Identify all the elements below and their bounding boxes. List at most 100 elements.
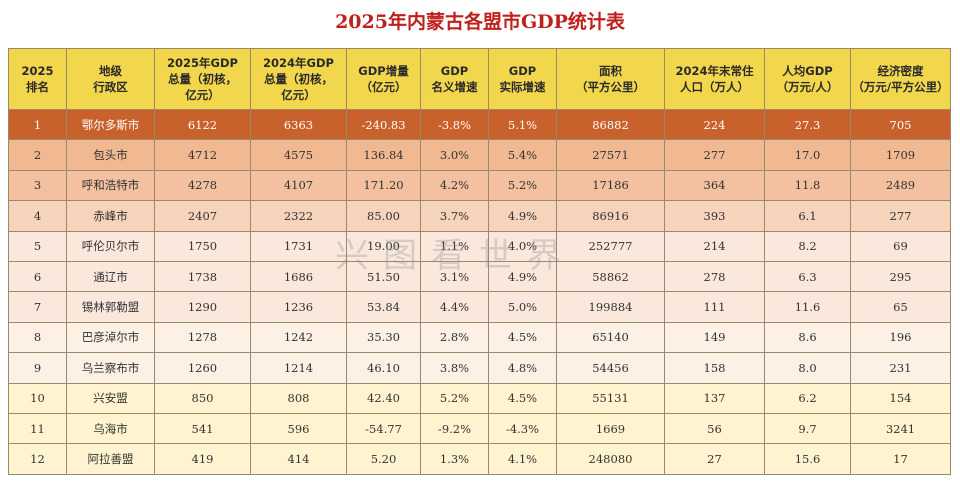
table-cell: 136.84 — [346, 139, 421, 171]
table-cell: 1750 — [154, 230, 251, 262]
table-cell: 1236 — [250, 291, 347, 323]
table-cell: 419 — [154, 443, 251, 475]
region-name-cell: 巴彦淖尔市 — [66, 321, 155, 354]
table-cell: 46.10 — [346, 352, 421, 384]
table-cell: 9 — [8, 352, 67, 384]
table-cell: 6.2 — [764, 382, 851, 414]
column-header: 2025 排名 — [8, 48, 67, 110]
table-cell: -240.83 — [346, 108, 421, 141]
table-cell: 1738 — [154, 260, 251, 293]
table-cell: 1290 — [154, 291, 251, 323]
column-header: GDP 名义增速 — [420, 48, 489, 110]
table-cell: 231 — [850, 352, 951, 384]
table-row: 12 阿拉善盟 419 414 5.20 1.3% 4.1% 248080 27 15.6 17 — [8, 443, 951, 475]
table-cell: 5.1% — [488, 108, 557, 141]
table-cell: 6 — [8, 260, 67, 293]
table-cell: 51.50 — [346, 260, 421, 293]
table-cell: -54.77 — [346, 412, 421, 445]
table-cell: 5 — [8, 230, 67, 262]
table-cell: 10 — [8, 382, 67, 414]
region-name-cell: 锡林郭勒盟 — [66, 291, 155, 323]
table-cell: 58862 — [556, 260, 665, 293]
table-cell: 86882 — [556, 108, 665, 141]
region-name-cell: 乌兰察布市 — [66, 352, 155, 384]
table-cell: 199884 — [556, 291, 665, 323]
table-cell: 1669 — [556, 412, 665, 445]
table-cell: 3.1% — [420, 260, 489, 293]
table-cell: 4.2% — [420, 169, 489, 202]
table-cell: 86916 — [556, 200, 665, 232]
column-header: 面积 （平方公里） — [556, 48, 665, 110]
table-row: 10 兴安盟 850 808 42.40 5.2% 4.5% 55131 137 6.2 154 — [8, 382, 951, 414]
region-name-cell: 兴安盟 — [66, 382, 155, 414]
table-cell: 6.1 — [764, 200, 851, 232]
table-row: 3 呼和浩特市 4278 4107 171.20 4.2% 5.2% 17186 364 11.8… — [8, 169, 951, 202]
table-cell: 278 — [664, 260, 765, 293]
table-cell: 196 — [850, 321, 951, 354]
table-cell: 6363 — [250, 108, 347, 141]
table-cell: 5.20 — [346, 443, 421, 475]
table-row: 9 乌兰察布市 1260 1214 46.10 3.8% 4.8% 54456 158 8.0 23… — [8, 352, 951, 384]
table-cell: 596 — [250, 412, 347, 445]
table-cell: 4.0% — [488, 230, 557, 262]
table-cell: 364 — [664, 169, 765, 202]
region-name-cell: 乌海市 — [66, 412, 155, 445]
table-cell: 4 — [8, 200, 67, 232]
table-cell: 171.20 — [346, 169, 421, 202]
table-cell: 4.9% — [488, 200, 557, 232]
table-cell: 158 — [664, 352, 765, 384]
table-cell: 11.8 — [764, 169, 851, 202]
table-cell: 4.8% — [488, 352, 557, 384]
table-cell: 5.4% — [488, 139, 557, 171]
table-cell: 137 — [664, 382, 765, 414]
table-row: 11 乌海市 541 596 -54.77 -9.2% -4.3% 1669 56 9.7 3241 — [8, 412, 951, 445]
table-cell: 248080 — [556, 443, 665, 475]
table-cell: 4575 — [250, 139, 347, 171]
page-title: 2025年内蒙古各盟市GDP统计表 — [335, 11, 625, 33]
table-cell: 214 — [664, 230, 765, 262]
table-cell: 252777 — [556, 230, 665, 262]
table-cell: 1.3% — [420, 443, 489, 475]
table-cell: 295 — [850, 260, 951, 293]
region-name-cell: 呼和浩特市 — [66, 169, 155, 202]
table-row: 4 赤峰市 2407 2322 85.00 3.7% 4.9% 86916 393 6.1 277 — [8, 200, 951, 232]
table-cell: 2407 — [154, 200, 251, 232]
table-cell: 3.0% — [420, 139, 489, 171]
table-cell: -9.2% — [420, 412, 489, 445]
region-name-cell: 通辽市 — [66, 260, 155, 293]
table-cell: 17.0 — [764, 139, 851, 171]
region-name-cell: 鄂尔多斯市 — [66, 108, 155, 141]
table-cell: 8.2 — [764, 230, 851, 262]
table-cell: 4278 — [154, 169, 251, 202]
table-cell: 1214 — [250, 352, 347, 384]
table-cell: 56 — [664, 412, 765, 445]
table-cell: 149 — [664, 321, 765, 354]
table-cell: 5.2% — [488, 169, 557, 202]
table-cell: -4.3% — [488, 412, 557, 445]
table-cell: 27.3 — [764, 108, 851, 141]
table-cell: 4712 — [154, 139, 251, 171]
table-cell: 12 — [8, 443, 67, 475]
table-cell: 6.3 — [764, 260, 851, 293]
column-header: 2024年末常住 人口（万人） — [664, 48, 765, 110]
table-row: 2 包头市 4712 4575 136.84 3.0% 5.4% 27571 277 17.0 17… — [8, 139, 951, 171]
table-cell: 4.5% — [488, 382, 557, 414]
table-cell: 1260 — [154, 352, 251, 384]
table-cell: 5.0% — [488, 291, 557, 323]
table-row: 5 呼伦贝尔市 1750 1731 19.00 1.1% 4.0% 252777 214 8.2 6… — [8, 230, 951, 262]
table-cell: 27571 — [556, 139, 665, 171]
table-cell: 53.84 — [346, 291, 421, 323]
table-cell: 3241 — [850, 412, 951, 445]
table-cell: 27 — [664, 443, 765, 475]
table-cell: 5.2% — [420, 382, 489, 414]
table-cell: 35.30 — [346, 321, 421, 354]
table-cell: 11 — [8, 412, 67, 445]
table-cell: 11.6 — [764, 291, 851, 323]
table-cell: 8 — [8, 321, 67, 354]
table-cell: 9.7 — [764, 412, 851, 445]
table-cell: 2 — [8, 139, 67, 171]
gdp-table: 2025 排名 地级 行政区 2025年GDP 总量（初核， 亿元） 2024年GDP… — [8, 48, 951, 475]
table-cell: 111 — [664, 291, 765, 323]
table-cell: 1278 — [154, 321, 251, 354]
table-cell: 69 — [850, 230, 951, 262]
